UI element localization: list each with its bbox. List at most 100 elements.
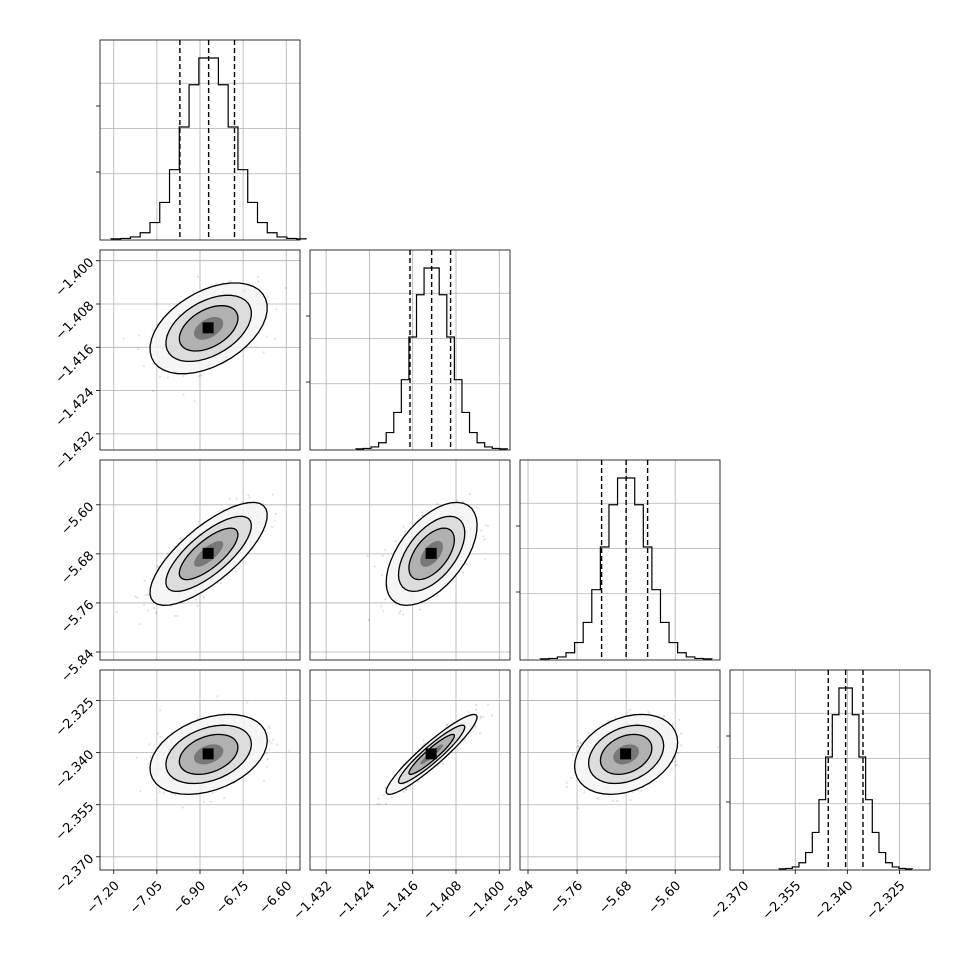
scatter-point [151,328,154,331]
x-tick-label: −2.355 [760,878,805,923]
scatter-point [576,745,579,748]
scatter-point [640,789,643,792]
scatter-point [483,538,486,541]
panel-frame [729,669,931,871]
scatter-point [211,791,214,795]
scatter-point [136,596,139,599]
scatter-point [147,593,150,596]
scatter-point [392,770,395,774]
scatter-point [268,739,271,743]
scatter-point [570,776,573,779]
scatter-point [422,739,425,742]
scatter-point [677,752,680,755]
scatter-point [152,607,156,610]
scatter-point [670,768,673,771]
scatter-point [202,596,206,599]
scatter-point [288,749,291,752]
scatter-point [271,738,274,741]
y-tick-label: −1.432 [53,429,98,474]
scatter-point [629,708,632,712]
contour-line [178,305,239,352]
scatter-point [475,708,478,711]
scatter-point [156,732,159,735]
scatter-point [147,762,150,765]
scatter-point [268,748,271,751]
scatter-point [446,724,449,727]
scatter-point [143,603,146,607]
scatter-point [381,554,384,557]
scatter-point [142,365,145,368]
scatter-point [274,337,277,340]
contour-line [165,294,252,363]
y-tick-label: −2.370 [53,851,98,896]
scatter-point [235,497,238,500]
scatter-point [156,565,159,568]
scatter-point [152,389,155,392]
scatter-point [390,796,393,799]
scatter-point [194,598,197,601]
panel-frame [309,249,511,451]
contour-line [408,527,456,581]
scatter-point [577,745,581,748]
scatter-point [402,525,405,528]
scatter-point [193,400,196,403]
scatter-point [421,511,424,514]
scatter-point [616,799,619,803]
scatter-point [583,791,586,794]
scatter-point [474,725,477,729]
scatter-point [262,779,266,783]
scatter-point [647,710,650,713]
contour-line [178,527,239,581]
scatter-point [421,514,424,517]
scatter-panel [99,459,301,661]
scatter-point [196,604,199,607]
scatter-point [611,799,614,802]
scatter-point [275,308,278,311]
scatter-point [479,732,482,735]
scatter-panel [309,459,511,661]
contour-line [599,733,653,776]
histogram-panel [516,459,721,661]
scatter-point [627,711,630,714]
scatter-point [678,718,681,722]
scatter-point [475,506,478,509]
scatter-point [676,764,679,767]
panel-frame [99,459,301,661]
histogram-panel [96,39,307,241]
scatter-point [482,535,485,538]
scatter-point [491,714,494,717]
scatter-point [266,295,269,298]
scatter-point [158,790,161,793]
scatter-point [166,376,170,379]
contour-line [573,713,679,796]
scatter-point [168,546,171,549]
x-tick-label: −2.325 [864,878,909,923]
density-peak [202,748,214,760]
scatter-point [159,375,162,378]
contour-line [385,501,478,607]
scatter-point [265,752,268,755]
scatter-point [648,712,651,715]
scatter-point [436,595,439,598]
contour-line [149,501,268,606]
contour-line [408,733,456,776]
scatter-point [482,715,485,718]
x-tick-label: −1.408 [420,878,465,923]
scatter-point [384,598,387,601]
scatter-point [398,611,401,615]
scatter-point [382,610,385,613]
scatter-point [404,788,408,791]
scatter-point [267,725,270,728]
scatter-point [607,719,610,723]
scatter-panel [309,669,511,871]
panel-frame [99,39,301,241]
x-tick-label: −6.90 [170,878,209,917]
scatter-point [148,743,151,746]
x-tick-label: −2.370 [708,878,753,923]
scatter-point [137,334,141,337]
scatter-point [436,503,439,506]
scatter-point [484,523,487,527]
scatter-point [176,614,179,618]
scatter-point [455,499,458,502]
scatter-point [135,756,138,759]
